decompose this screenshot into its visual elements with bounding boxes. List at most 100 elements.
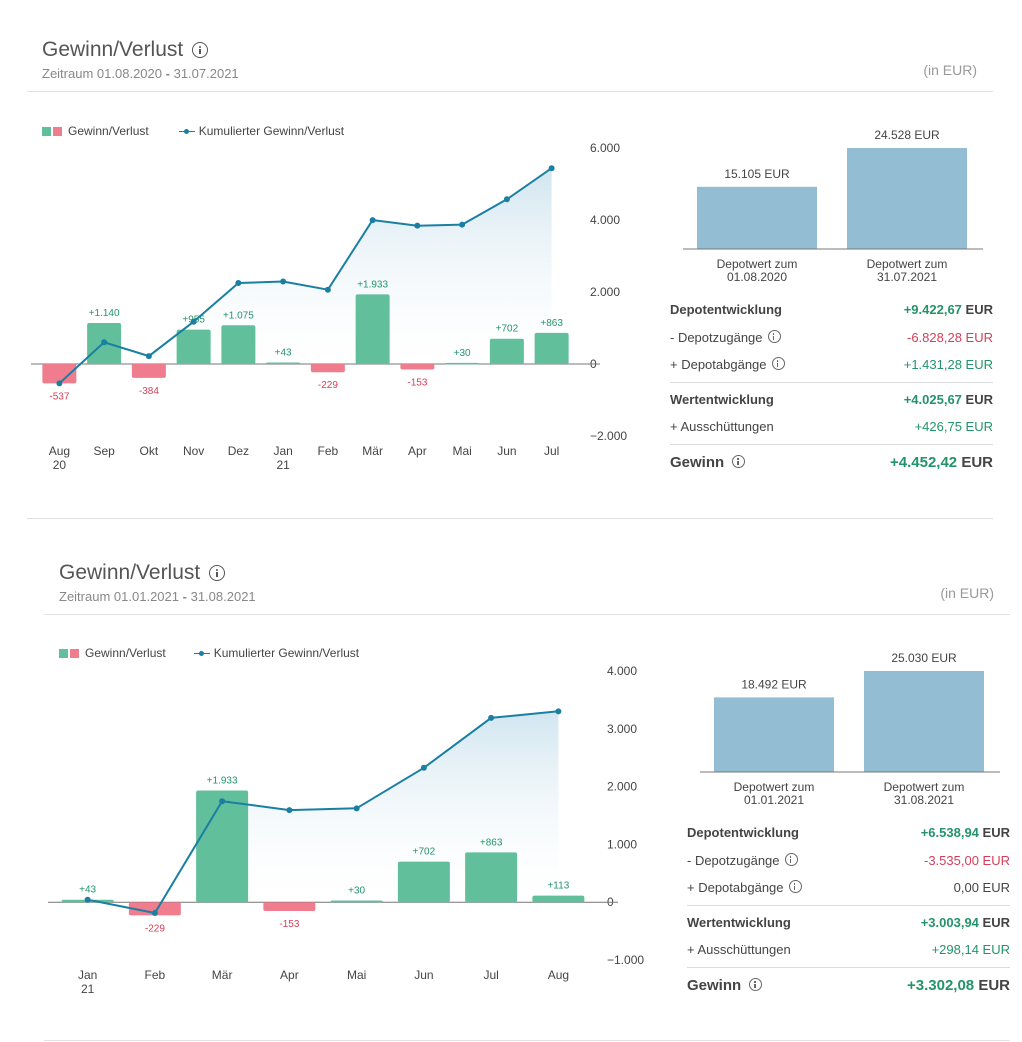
depotwert-category-label: 31.08.2021 — [894, 793, 954, 807]
wertentwicklung-value: +3.003,94 — [920, 915, 979, 930]
info-icon[interactable] — [749, 978, 763, 991]
depotzugaenge-row: - Depotzugänge -6.828,28 EUR — [670, 330, 993, 345]
y-tick-label: 2.000 — [607, 780, 637, 794]
chart-legend: Gewinn/Verlust Kumulierter Gewinn/Verlus… — [42, 124, 344, 138]
cumulative-point — [280, 278, 287, 285]
bar — [534, 332, 569, 364]
bar — [131, 364, 166, 378]
divider — [27, 91, 993, 92]
bar-value-label: +43 — [79, 885, 96, 896]
wertentwicklung-label: Wertentwicklung — [670, 392, 774, 407]
x-tick-label: Nov — [183, 444, 204, 458]
cumulative-line — [87, 710, 559, 915]
period-from: 01.08.2020 — [96, 66, 162, 81]
x-tick-label: Dez — [228, 444, 249, 458]
bar — [445, 362, 480, 365]
depotentwicklung-label: Depotentwicklung — [687, 825, 799, 840]
bar-value-label: +1.075 — [223, 310, 254, 321]
cumulative-point — [84, 896, 91, 903]
divider — [27, 518, 993, 519]
panel2-title: Gewinn/Verlust — [59, 561, 201, 584]
info-icon[interactable] — [192, 42, 209, 58]
cumulative-point — [420, 764, 427, 771]
x-tick-label: Apr — [408, 444, 427, 458]
panel1-header: Gewinn/Verlust — [42, 38, 209, 62]
period-from: 01.01.2021 — [113, 589, 179, 604]
bar — [263, 902, 316, 912]
divider — [687, 967, 1010, 968]
bar — [42, 364, 77, 384]
gewinn-row: Gewinn +4.452,42 EUR — [670, 454, 993, 471]
ausschuettungen-label: + Ausschüttungen — [687, 942, 791, 957]
depotwert-category-label: 31.07.2021 — [877, 270, 937, 284]
ausschuettungen-value: +298,14 EUR — [931, 942, 1010, 957]
bar-value-label: -537 — [49, 391, 69, 402]
cumulative-point — [548, 165, 555, 172]
currency: EUR — [965, 302, 993, 317]
legend-bars-label: Gewinn/Verlust — [85, 646, 166, 660]
depotwert-bar — [714, 697, 834, 772]
depotwert-value-label: 15.105 EUR — [724, 167, 790, 181]
gewinn-row: Gewinn +3.302,08 EUR — [687, 977, 1010, 994]
depotzugaenge-row: - Depotzugänge -3.535,00 EUR — [687, 853, 1010, 868]
wertentwicklung-label: Wertentwicklung — [687, 915, 791, 930]
wertentwicklung-value: +4.025,67 — [903, 392, 962, 407]
info-icon[interactable] — [209, 565, 226, 581]
info-icon[interactable] — [784, 853, 798, 866]
cumulative-point — [56, 380, 63, 387]
legend-bars-label: Gewinn/Verlust — [68, 124, 149, 138]
x-tick-label: Feb — [318, 444, 339, 458]
cumulative-point — [353, 805, 360, 812]
x-tick-label: Sep — [93, 444, 115, 458]
currency: EUR — [965, 392, 993, 407]
bar — [310, 364, 345, 373]
bar-value-label: +863 — [480, 837, 503, 848]
depotentwicklung-row: Depotentwicklung +6.538,94 EUR — [687, 825, 1010, 840]
panel1-period: Zeitraum 01.08.2020 - 31.07.2021 — [42, 66, 239, 81]
x-tick-label: Jan — [273, 444, 292, 458]
info-icon[interactable] — [771, 357, 785, 370]
y-tick-label: 1.000 — [607, 837, 637, 851]
bar-value-label: +43 — [275, 347, 292, 358]
bar — [221, 325, 256, 364]
depotwert-category-label: 01.08.2020 — [727, 270, 787, 284]
depotabgaenge-value: 0,00 EUR — [953, 880, 1010, 895]
panel2-header: Gewinn/Verlust — [59, 561, 226, 585]
depotabgaenge-row: + Depotabgänge 0,00 EUR — [687, 880, 1010, 895]
panel1-stats: Depotentwicklung +9.422,67 EUR - Depotzu… — [670, 296, 993, 486]
cumulative-point — [369, 217, 376, 224]
cumulative-point — [235, 280, 242, 287]
legend-swatch-negative — [70, 648, 79, 658]
panel2-period: Zeitraum 01.01.2021 - 31.08.2021 — [59, 589, 256, 604]
x-tick-label: Feb — [145, 968, 166, 982]
bar-value-label: +1.933 — [207, 775, 238, 786]
currency: EUR — [961, 454, 993, 471]
bar — [128, 902, 181, 916]
cumulative-point — [101, 339, 108, 346]
x-tick-label: Mai — [452, 444, 471, 458]
bar — [176, 329, 211, 364]
ausschuettungen-row: + Ausschüttungen +426,75 EUR — [670, 419, 993, 434]
gewinn-verlust-chart: 6.0004.0002.0000−2.000-537+1.140-384+955… — [31, 141, 627, 472]
depotzugaenge-value: -6.828,28 EUR — [907, 330, 993, 345]
y-tick-label: 6.000 — [590, 141, 620, 155]
bar-value-label: +1.140 — [89, 308, 120, 319]
y-tick-label: 4.000 — [590, 213, 620, 227]
period-label: Zeitraum — [42, 66, 94, 81]
info-icon[interactable] — [788, 880, 802, 893]
x-tick-label: Jul — [483, 968, 498, 982]
gewinn-verlust-chart: 4.0003.0002.0001.0000−1.000+43-229+1.933… — [48, 664, 644, 996]
panel2-unit: (in EUR) — [940, 585, 994, 601]
depotentwicklung-label: Depotentwicklung — [670, 302, 782, 317]
x-tick-label: Jun — [414, 968, 433, 982]
y-tick-label: 4.000 — [607, 664, 637, 678]
cumulative-point — [190, 318, 197, 325]
bar — [489, 338, 524, 364]
info-icon[interactable] — [767, 330, 781, 343]
x-tick-label: Okt — [140, 444, 159, 458]
gewinn-label: Gewinn — [687, 977, 742, 994]
bar — [196, 790, 249, 903]
info-icon[interactable] — [732, 455, 746, 468]
bar — [330, 900, 383, 903]
